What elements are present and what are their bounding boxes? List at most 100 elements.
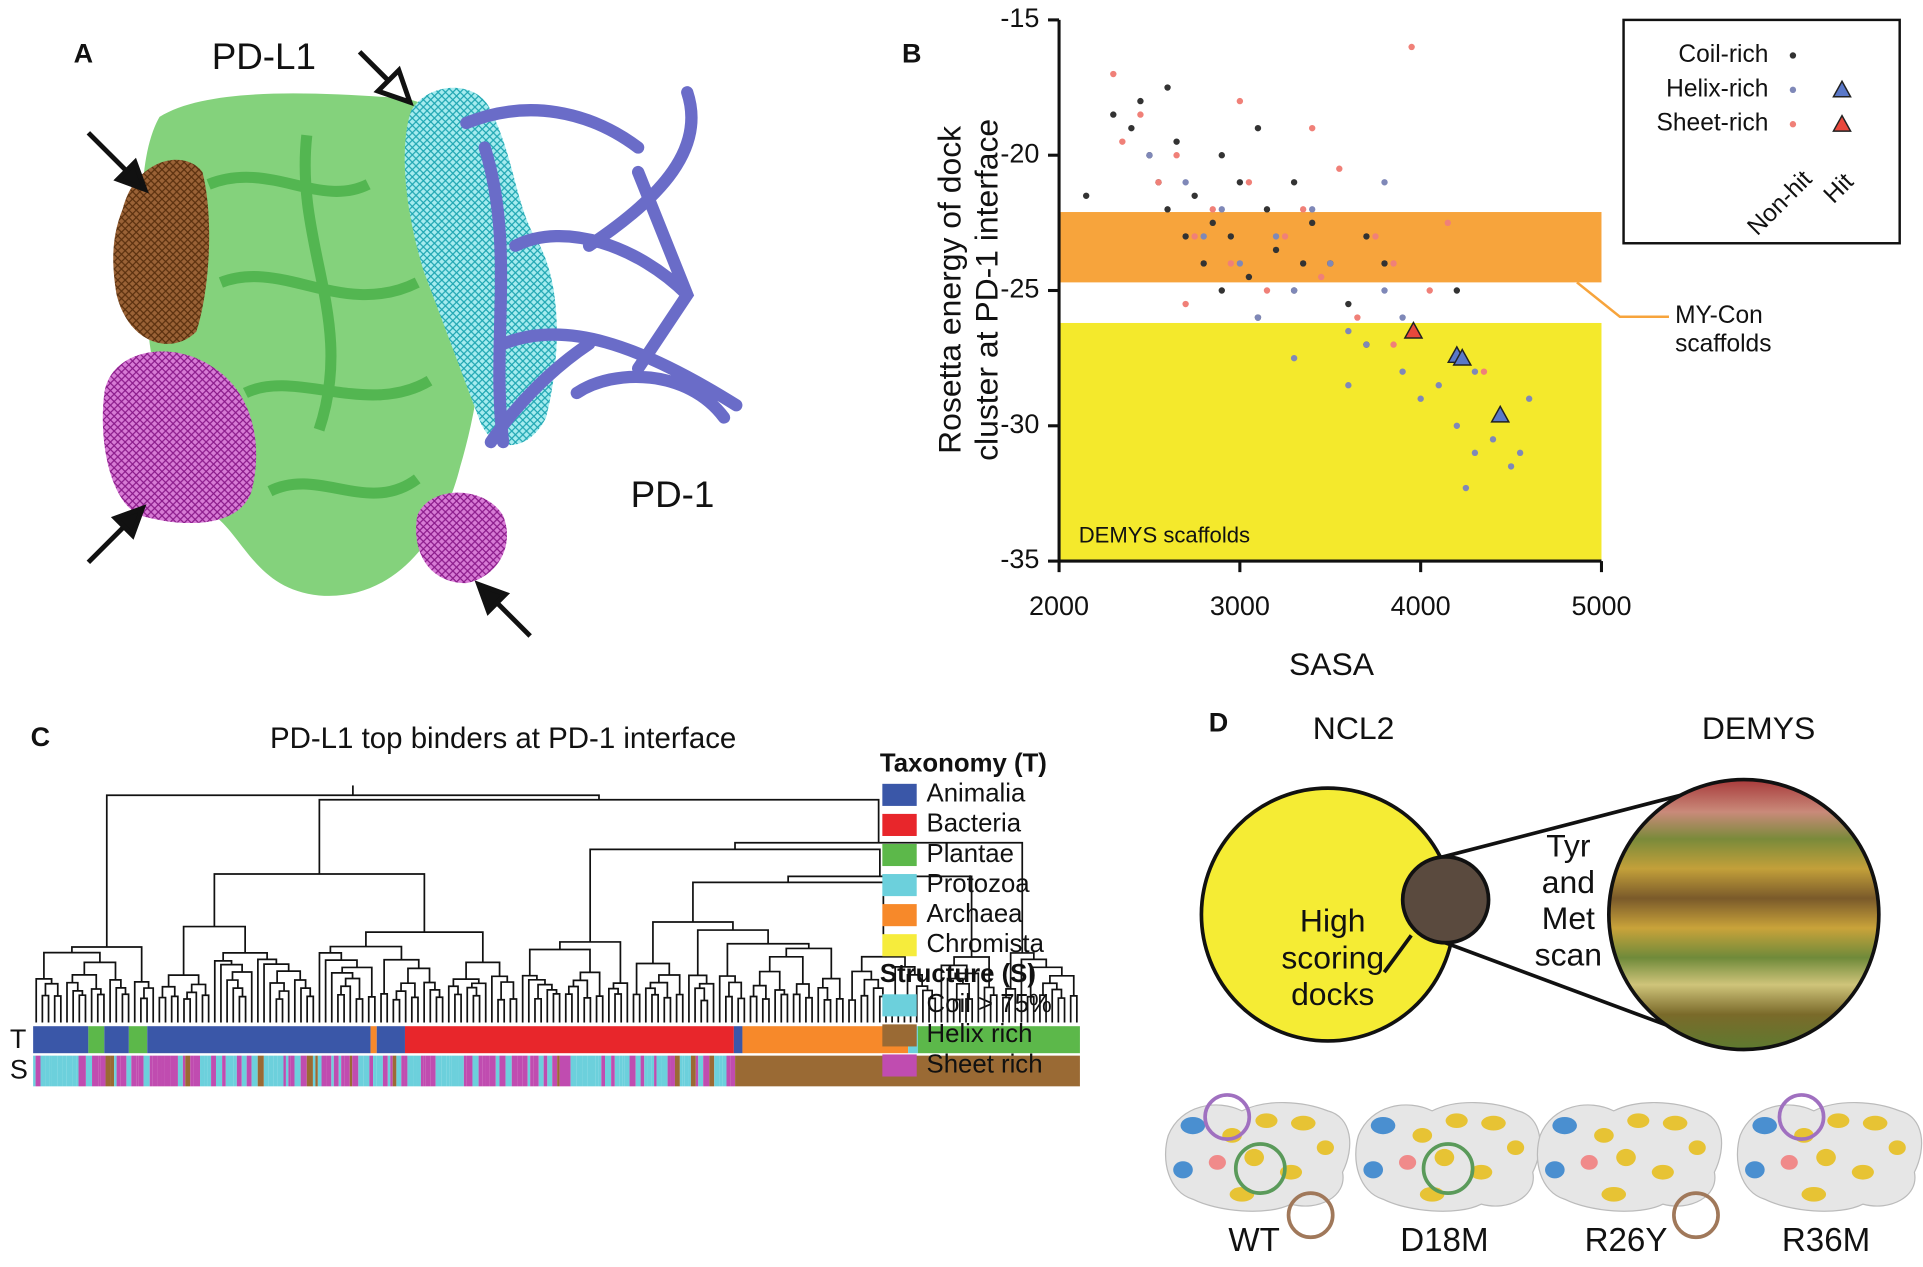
- structure-strip: [257, 1055, 264, 1087]
- protein-render: [86, 50, 743, 638]
- legend-marker: [1789, 52, 1797, 59]
- legend-marker: [1789, 86, 1797, 94]
- branch: [44, 982, 59, 997]
- structure-strip: [533, 1055, 539, 1087]
- branch: [183, 998, 192, 1023]
- structure-strip: [161, 1055, 165, 1087]
- structure-strip: [441, 1055, 447, 1087]
- y-tick-label: -30: [1000, 409, 1039, 439]
- surface-renders-part: [1355, 1101, 1541, 1212]
- branch: [572, 979, 589, 998]
- structure-strip: [495, 1055, 500, 1087]
- structure-strip: [466, 1055, 473, 1087]
- structure-strip: [670, 1055, 675, 1087]
- data-point: [1363, 341, 1370, 348]
- set-diagram-part: [1382, 934, 1413, 974]
- branch: [737, 997, 746, 1023]
- data-point: [1471, 449, 1479, 457]
- structure-strip: [35, 1055, 41, 1087]
- data-point: [1345, 300, 1352, 308]
- structure-strip: [182, 1055, 186, 1087]
- structure-strip: [246, 1055, 252, 1087]
- protein-label: PD-1: [631, 474, 715, 515]
- structure-strip: [57, 1055, 63, 1087]
- taxonomy-strip: [33, 1026, 89, 1054]
- structure-strip: [363, 1055, 370, 1087]
- legend-swatch: [882, 1054, 917, 1077]
- surface-renders: [1164, 1093, 1923, 1240]
- branch: [41, 994, 50, 1023]
- structure-strip: [80, 1055, 86, 1087]
- branch: [725, 995, 733, 1023]
- surface-renders-part-part: [1672, 1191, 1720, 1240]
- structure-strip: [331, 1055, 334, 1087]
- data-point: [1308, 206, 1316, 213]
- data-point: [1308, 124, 1316, 132]
- structure-strip: [190, 1055, 194, 1087]
- structure-strip: [667, 1055, 671, 1087]
- structure-strip: [341, 1055, 345, 1087]
- structure-strip: [164, 1055, 171, 1087]
- structure-strip: [390, 1055, 393, 1087]
- structure-strip: [283, 1055, 286, 1087]
- legend-label: Animalia: [927, 780, 1026, 808]
- branch: [410, 996, 419, 1023]
- structure-strip: [709, 1055, 715, 1087]
- structure-strip: [263, 1055, 269, 1087]
- legend-label: Sheet rich: [927, 1050, 1043, 1078]
- structure-strip: [698, 1055, 704, 1087]
- structure-strip: [175, 1055, 178, 1087]
- structure-strip: [51, 1055, 54, 1087]
- data-point: [1372, 233, 1379, 240]
- taxonomy-strip: [147, 1026, 371, 1054]
- structure-strip: [614, 1055, 620, 1087]
- structure-strip: [392, 1055, 397, 1087]
- structure-strip: [530, 1055, 534, 1087]
- legend-marker: [1789, 121, 1797, 128]
- branch: [257, 958, 278, 1023]
- data-point: [1227, 233, 1235, 240]
- structure-strip: [684, 1055, 689, 1087]
- branch: [161, 985, 176, 998]
- structure-strip: [619, 1055, 623, 1087]
- structure-strip: [53, 1055, 58, 1087]
- data-point: [1119, 138, 1126, 145]
- legend-swatch: [882, 813, 917, 836]
- branch: [71, 974, 98, 989]
- structure-strip: [522, 1055, 528, 1087]
- branch: [906, 973, 923, 998]
- scan-label: scan: [1535, 936, 1602, 972]
- structure-strip: [538, 1055, 544, 1087]
- structure-strip: [382, 1055, 388, 1087]
- data-point: [1236, 179, 1244, 186]
- structure-strip: [511, 1055, 518, 1087]
- structure-strip: [423, 1055, 426, 1087]
- data-point: [1218, 287, 1225, 294]
- legend-label: Coil-rich: [1678, 41, 1768, 68]
- structure-strip: [472, 1055, 479, 1087]
- branch: [170, 995, 179, 1023]
- structure-strip: [225, 1055, 230, 1087]
- branch: [435, 996, 444, 1023]
- structure-strip: [624, 1055, 630, 1087]
- structure-strip: [376, 1055, 383, 1087]
- set-title: NCL2: [1313, 710, 1395, 746]
- structure-strip: [138, 1055, 144, 1087]
- branch: [989, 994, 998, 1023]
- branch: [276, 970, 302, 984]
- structure-strip: [582, 1055, 588, 1087]
- legend-swatch: [882, 1024, 917, 1047]
- structure-strip: [730, 1055, 736, 1087]
- structure-strip: [598, 1055, 602, 1087]
- structure-strip: [559, 1055, 565, 1087]
- protein-render-part-part: [474, 580, 511, 616]
- branch: [429, 988, 441, 1023]
- structure-strip: [463, 1055, 467, 1087]
- branch: [43, 951, 101, 979]
- structure-strip: [435, 1055, 442, 1087]
- branch: [83, 961, 117, 980]
- data-point: [1399, 314, 1406, 321]
- branch: [696, 929, 769, 976]
- structure-strip: [714, 1055, 720, 1087]
- structure-strip: [349, 1055, 353, 1087]
